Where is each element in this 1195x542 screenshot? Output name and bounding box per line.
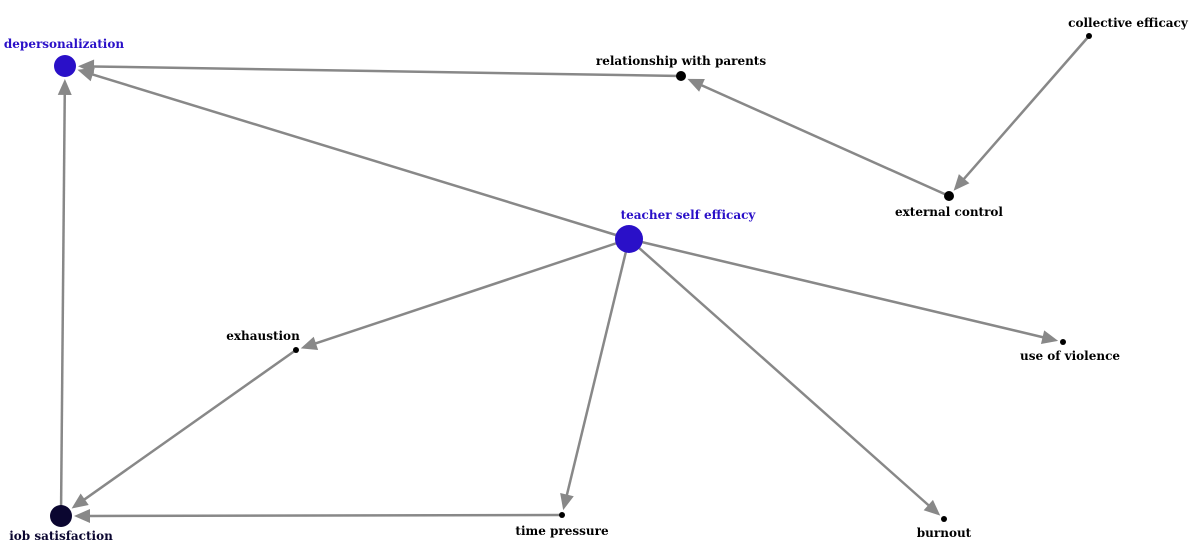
edge-external_control-to-relationship_with_parents (687, 78, 950, 198)
edge-teacher_self_efficacy-to-use_of_violence (628, 237, 1059, 344)
node-label-external-control: external control (895, 205, 1003, 219)
edge-arrowhead (300, 336, 319, 350)
node-burnout[interactable] (941, 516, 947, 522)
edge-job_satisfaction-to-depersonalization (57, 78, 72, 517)
node-label-exhaustion: exhaustion (226, 329, 300, 343)
edge-arrowhead (687, 78, 705, 92)
edge-arrowhead (71, 493, 89, 509)
label-layer: depersonalization relationship with paren… (4, 16, 1189, 542)
node-relationship-with-parents[interactable] (676, 71, 686, 81)
edge-teacher_self_efficacy-to-depersonalization (77, 67, 630, 241)
edge-layer (57, 35, 1090, 523)
edge-arrowhead (1040, 330, 1059, 344)
node-collective-efficacy[interactable] (1086, 33, 1092, 39)
edge-relationship_with_parents-to-depersonalization (77, 59, 682, 78)
node-layer (50, 33, 1092, 527)
node-label-burnout: burnout (917, 526, 972, 540)
edge-arrowhead (73, 508, 91, 523)
edge-teacher_self_efficacy-to-burnout (628, 238, 941, 516)
node-label-teacher-self-efficacy: teacher self efficacy (621, 208, 757, 222)
edge-line (961, 35, 1090, 182)
node-depersonalization[interactable] (54, 55, 76, 77)
edge-teacher_self_efficacy-to-exhaustion (300, 237, 630, 350)
edge-line (91, 65, 682, 78)
node-label-use-of-violence: use of violence (1020, 349, 1120, 363)
edge-arrowhead (953, 174, 970, 191)
node-time-pressure[interactable] (559, 512, 565, 518)
edge-exhaustion-to-job_satisfaction (71, 348, 297, 509)
node-external-control[interactable] (944, 191, 954, 201)
edge-line (87, 513, 563, 518)
node-teacher-self-efficacy[interactable] (615, 225, 643, 253)
edge-line (699, 83, 950, 198)
edge-line (90, 72, 630, 241)
edge-teacher_self_efficacy-to-time_pressure (560, 238, 631, 511)
edge-line (59, 92, 67, 517)
node-use-of-violence[interactable] (1060, 339, 1066, 345)
node-exhaustion[interactable] (293, 347, 299, 353)
edge-line (565, 238, 631, 497)
edge-arrowhead (560, 492, 574, 511)
node-label-job-satisfaction: iob satisfaction (9, 529, 113, 542)
node-label-collective-efficacy: collective efficacy (1068, 16, 1189, 30)
edge-time_pressure-to-job_satisfaction (73, 508, 563, 523)
edge-line (82, 348, 297, 502)
edge-arrowhead (923, 499, 941, 516)
node-job-satisfaction[interactable] (50, 505, 72, 527)
edge-line (628, 238, 931, 508)
edge-line (628, 237, 1045, 339)
node-label-relationship-with-parents: relationship with parents (596, 54, 766, 68)
edge-arrowhead (77, 67, 95, 82)
node-label-time-pressure: time pressure (515, 524, 609, 538)
edge-line (313, 237, 630, 346)
node-label-depersonalization: depersonalization (4, 37, 124, 51)
edge-arrowhead (57, 78, 72, 96)
edge-collective_efficacy-to-external_control (953, 35, 1090, 191)
